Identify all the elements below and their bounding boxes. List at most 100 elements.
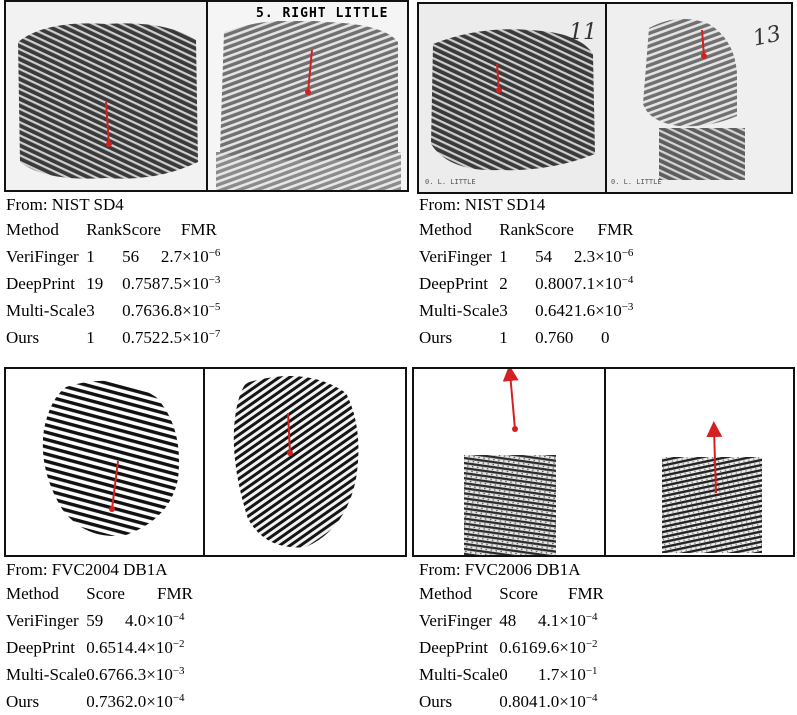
fmr-cell: 1.6×10−3 [574,297,634,324]
header-rank: Rank [499,220,536,239]
table-row: DeepPrint 2 0.800 7.1×10−4 [419,270,633,297]
fmr-exponent: −7 [208,327,221,340]
fmr-cell: 4.1×10−4 [538,607,604,634]
fmr-cell: 4.0×10−4 [125,607,193,634]
fmr-base: 9.6×10 [537,637,586,657]
score-cell: 0.758 [122,273,161,293]
image-label-right: 0. L. LITTLE [611,178,662,186]
method-cell: Ours [419,691,453,711]
header-method: Method [419,584,472,603]
score-cell: 0.760 [535,327,574,347]
pose-arrow [111,460,119,510]
results-table-fvc2006: Method Score FMR VeriFinger 48 4.1×10−4 … [419,581,604,715]
score-cell: 0.804 [499,691,538,711]
fingerprint-pair-nist-sd4: 5. RIGHT LITTLE [4,0,409,192]
fmr-base: 7.1×10 [573,273,622,293]
fmr-exponent: −3 [208,273,221,286]
fmr-base: 2.0×10 [124,691,173,711]
fmr-cell: 9.6×10−2 [538,634,604,661]
score-cell: 0.676 [86,664,125,684]
fmr-cell: 6.3×10−3 [125,661,193,688]
image-label-right-little: 5. RIGHT LITTLE [256,6,389,21]
table-row: DeepPrint 19 0.758 7.5×10−3 [6,270,220,297]
fmr-exponent: −2 [172,637,185,650]
fmr-base: 6.3×10 [124,664,173,684]
table-row: Multi-Scale 0.676 6.3×10−3 [6,661,193,688]
method-cell: VeriFinger [6,610,79,630]
fingerprint-right-fvc2004 [233,375,359,548]
fingerprint-left-nist-sd4 [18,23,198,179]
table-row: Multi-Scale 3 0.642 1.6×10−3 [419,297,633,324]
method-cell: Ours [419,327,453,347]
fmr-base: 4.4×10 [124,637,173,657]
fingerprint-left-fvc2006 [464,455,556,555]
fmr-cell: 4.4×10−2 [125,634,193,661]
fmr-exponent: −6 [621,246,634,259]
fmr-exponent: −2 [585,637,598,650]
fmr-cell: 2.7×10−6 [161,243,221,270]
fmr-base: 7.5×10 [160,273,209,293]
source-label: From: NIST SD14 [419,195,546,214]
source-label: From: FVC2004 DB1A [6,560,168,579]
pose-arrow [701,29,705,57]
pose-center [512,426,518,432]
fmr-base: 0 [600,327,610,347]
method-cell: Multi-Scale [419,664,500,684]
method-cell: Multi-Scale [6,664,87,684]
fingerprint-pair-nist-sd14: 0. L. LITTLE 0. L. LITTLE 11 13 [417,2,793,194]
method-cell: DeepPrint [6,637,75,657]
fmr-cell: 7.5×10−3 [161,270,221,297]
score-cell: 0.651 [86,637,125,657]
table-row: DeepPrint 0.616 9.6×10−2 [419,634,604,661]
table-row: DeepPrint 0.651 4.4×10−2 [6,634,193,661]
rank-cell: 2 [499,273,508,293]
method-cell: Multi-Scale [6,300,87,320]
fmr-base: 4.0×10 [124,610,173,630]
table-header-row: Method Rank Score FMR [6,217,220,243]
fmr-exponent: −3 [172,664,185,677]
score-cell: 0 [499,664,508,684]
table-row: VeriFinger 1 54 2.3×10−6 [419,243,633,270]
results-table-fvc2004: Method Score FMR VeriFinger 59 4.0×10−4 … [6,581,193,715]
fingerprint-right-fvc2006 [662,457,762,553]
fingerprint-pair-fvc2004 [4,367,407,557]
fingerprint-left-fvc2004 [42,380,180,536]
rank-cell: 1 [499,246,508,266]
table-header-row: Method Rank Score FMR [419,217,633,243]
header-fmr: FMR [567,584,604,603]
table-header-row: Method Score FMR [6,581,193,607]
table-row: Ours 1 0.760 0 [419,324,633,351]
fingerprint-left-nist-sd14 [431,29,595,171]
rank-cell: 3 [86,300,95,320]
fmr-cell: 2.3×10−6 [574,243,634,270]
method-cell: DeepPrint [6,273,75,293]
source-label: From: FVC2006 DB1A [419,560,581,579]
header-method: Method [6,584,59,603]
fmr-base: 1.7×10 [537,664,586,684]
results-table-nist-sd4: Method Rank Score FMR VeriFinger 1 56 2.… [6,217,220,351]
fingerprint-pair-fvc2006 [412,367,795,557]
table-row: VeriFinger 1 56 2.7×10−6 [6,243,220,270]
fmr-exponent: −4 [585,691,598,704]
fmr-base: 4.1×10 [537,610,586,630]
method-cell: VeriFinger [6,246,79,266]
pose-arrow [496,63,500,91]
fingerprint-images-nist-sd14 [419,4,791,192]
header-fmr: FMR [180,220,217,239]
table-row: VeriFinger 59 4.0×10−4 [6,607,193,634]
rank-cell: 1 [499,327,508,347]
fmr-base: 2.7×10 [160,246,209,266]
fmr-cell: 1.7×10−1 [538,661,604,688]
fingerprint-right-nist-sd14 [643,18,737,127]
table-row: VeriFinger 48 4.1×10−4 [419,607,604,634]
method-cell: Ours [6,691,40,711]
pose-center [496,87,502,93]
method-cell: VeriFinger [419,610,492,630]
table-header-row: Method Score FMR [419,581,604,607]
fmr-exponent: −4 [621,273,634,286]
header-fmr: FMR [597,220,634,239]
fmr-cell: 1.0×10−4 [538,688,604,715]
header-method: Method [419,220,472,239]
method-cell: Multi-Scale [419,300,500,320]
header-fmr: FMR [156,584,193,603]
